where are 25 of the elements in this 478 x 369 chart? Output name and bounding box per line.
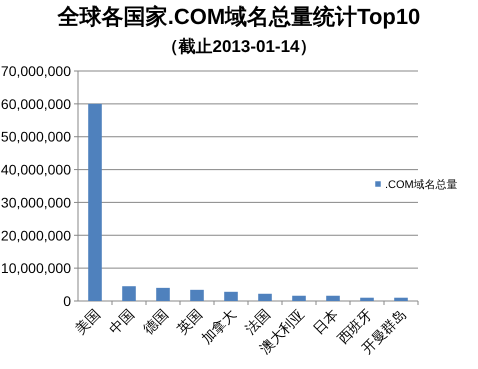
bar [190, 290, 204, 301]
y-tick-label: 20,000,000 [0, 227, 72, 244]
chart-title: 全球各国家.COM域名总量统计Top10 [56, 4, 420, 29]
chart-subtitle: （截止2013-01-14） [162, 37, 316, 56]
x-tick-label: 法国 [242, 306, 274, 337]
y-tick-label: 70,000,000 [0, 63, 72, 79]
bar [122, 286, 136, 301]
y-tick-label: 0 [63, 293, 72, 309]
bar [394, 298, 408, 301]
y-tick-label: 40,000,000 [0, 162, 72, 178]
legend-label: .COM域名总量 [385, 178, 458, 191]
bar [88, 104, 102, 301]
bar [326, 296, 340, 301]
y-tick-label: 10,000,000 [0, 260, 72, 276]
x-tick-label: 美国 [72, 306, 104, 337]
x-tick-label: 德国 [140, 306, 172, 337]
y-tick-label: 30,000,000 [0, 194, 72, 210]
bar [258, 294, 272, 301]
bar [292, 296, 306, 301]
bar [156, 288, 170, 301]
bar [224, 292, 238, 301]
x-tick-label: 中国 [106, 306, 138, 337]
bar [360, 298, 374, 301]
y-tick-label: 60,000,000 [0, 96, 72, 112]
y-tick-label: 50,000,000 [0, 128, 72, 145]
